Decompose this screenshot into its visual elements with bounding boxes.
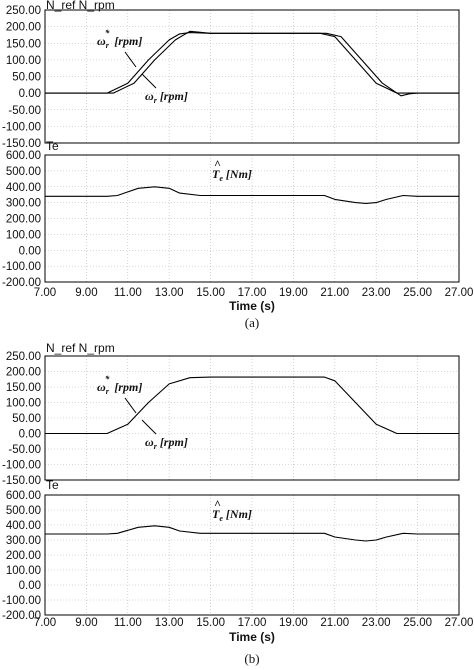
annotation-arrow (141, 419, 157, 435)
figure-caption: (b) (244, 651, 259, 666)
y-tick-label: 200.00 (6, 367, 41, 379)
y-tick-label: 100.00 (6, 398, 41, 410)
y-tick-label: -50.00 (8, 444, 41, 456)
y-tick-label: -50.00 (8, 105, 41, 117)
y-tick-label: 150.00 (6, 382, 41, 394)
y-tick-label: -150.00 (2, 475, 41, 487)
x-tick-label: 11.00 (114, 287, 142, 299)
annotation-torque: Te [Nm] (212, 507, 252, 523)
y-tick-label: 600.00 (6, 150, 41, 162)
y-tick-label: 400.00 (6, 182, 41, 194)
annotation-speed-reference: ωr* [rpm] (97, 28, 142, 50)
x-tick-label: 21.00 (320, 287, 349, 299)
x-tick-label: 21.00 (320, 617, 349, 629)
x-axis-label: Time (s) (229, 299, 275, 313)
annotation-speed-actual: ωr [rpm] (145, 435, 188, 451)
x-tick-label: 15.00 (196, 617, 225, 629)
y-tick-label: -100.00 (2, 261, 41, 273)
figure-caption: (a) (245, 315, 259, 330)
annotation-speed-actual: ωr [rpm] (145, 89, 188, 105)
annotation-speed-reference: ωr* [rpm] (97, 374, 142, 396)
chart-panel-2: 600.00 500.00 400.00 300.00 200.00 100.00 0.00… (2, 139, 473, 313)
chart-panel-1: 250.00 200.00 150.00 100.00 50.00 0.00 -50.00 -… (2, 0, 460, 150)
series-line-2 (45, 30, 459, 97)
series-line-1 (45, 525, 459, 542)
plot-frame (44, 9, 460, 144)
annotation-arrow (124, 397, 137, 414)
y-tick-label: 0.00 (19, 429, 41, 441)
x-tick-label: 17.00 (238, 287, 267, 299)
y-tick-label: 250.00 (6, 351, 41, 363)
y-tick-label: 0.00 (19, 245, 41, 257)
x-tick-label: 23.00 (362, 287, 391, 299)
y-tick-label: 300.00 (6, 535, 41, 547)
y-tick-label: -100.00 (2, 595, 41, 607)
x-tick-label: 7.00 (34, 287, 56, 299)
hat-accent: ^ (214, 497, 221, 511)
x-tick-label: 13.00 (155, 287, 184, 299)
x-tick-label: 13.00 (155, 617, 184, 629)
panel-title: N_ref N_rpm (46, 0, 115, 12)
annotation-arrow (141, 73, 157, 89)
y-tick-label: -200.00 (2, 277, 41, 289)
x-tick-label: 25.00 (403, 617, 432, 629)
x-tick-label: 17.00 (238, 617, 267, 629)
x-tick-label: 9.00 (75, 287, 97, 299)
x-tick-label: 23.00 (362, 617, 391, 629)
panel-title: Te (46, 478, 59, 492)
y-tick-label: 100.00 (6, 565, 41, 577)
hat-accent: ^ (214, 157, 221, 171)
y-tick-label: -150.00 (2, 138, 41, 150)
y-tick-label: 50.00 (12, 413, 41, 425)
x-tick-label: 11.00 (114, 617, 142, 629)
y-tick-label: -200.00 (2, 610, 41, 622)
x-tick-label: 19.00 (279, 287, 308, 299)
y-tick-label: -100.00 (2, 121, 41, 133)
plot-frame (44, 355, 460, 481)
chart-panel-3: 250.00 200.00 150.00 100.00 50.00 0.00 -50.00 -… (2, 341, 460, 487)
annotation-torque: Te [Nm] (212, 167, 252, 183)
annotation-arrow (124, 51, 137, 68)
y-tick-label: 200.00 (6, 550, 41, 562)
y-tick-label: 500.00 (6, 166, 41, 178)
y-tick-label: 200.00 (6, 22, 41, 34)
x-tick-label: 27.00 (445, 617, 474, 629)
y-tick-label: 0.00 (19, 580, 41, 592)
plot-frame (44, 154, 460, 283)
y-tick-label: 250.00 (6, 5, 41, 17)
y-tick-label: 100.00 (6, 55, 41, 67)
x-tick-label: 9.00 (75, 617, 97, 629)
y-tick-label: -100.00 (2, 460, 41, 472)
series-line-1 (45, 376, 459, 435)
y-tick-label: 200.00 (6, 214, 41, 226)
panel-title: Te (46, 139, 59, 153)
y-tick-label: 300.00 (6, 198, 41, 210)
x-tick-label: 25.00 (403, 287, 432, 299)
y-tick-label: 50.00 (12, 72, 41, 84)
x-tick-label: 19.00 (279, 617, 308, 629)
y-tick-label: 600.00 (6, 490, 41, 502)
y-tick-label: 0.00 (19, 88, 41, 100)
y-tick-label: 500.00 (6, 505, 41, 517)
y-tick-label: 150.00 (6, 38, 41, 50)
x-tick-label: 15.00 (196, 287, 225, 299)
y-tick-label: 100.00 (6, 229, 41, 241)
y-tick-label: 400.00 (6, 520, 41, 532)
x-tick-label: 27.00 (445, 287, 474, 299)
panel-title: N_ref N_rpm (46, 341, 115, 355)
plot-frame (44, 494, 460, 616)
series-line-1 (45, 186, 459, 204)
chart-panel-4: 600.00 500.00 400.00 300.00 200.00 100.00 0.00… (2, 478, 473, 644)
x-axis-label: Time (s) (229, 630, 275, 644)
x-tick-label: 7.00 (34, 617, 56, 629)
